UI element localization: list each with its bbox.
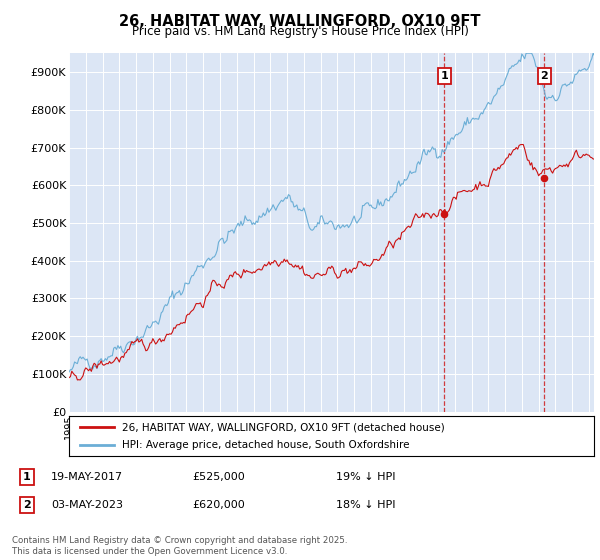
Text: 18% ↓ HPI: 18% ↓ HPI	[336, 500, 395, 510]
Text: £620,000: £620,000	[192, 500, 245, 510]
Text: 1: 1	[440, 71, 448, 81]
Text: 2: 2	[23, 500, 31, 510]
Point	[439, 209, 449, 218]
Point	[539, 173, 549, 182]
Text: £525,000: £525,000	[192, 472, 245, 482]
Text: 26, HABITAT WAY, WALLINGFORD, OX10 9FT (detached house): 26, HABITAT WAY, WALLINGFORD, OX10 9FT (…	[121, 422, 444, 432]
Text: 19-MAY-2017: 19-MAY-2017	[51, 472, 123, 482]
Text: 19% ↓ HPI: 19% ↓ HPI	[336, 472, 395, 482]
Text: 2: 2	[541, 71, 548, 81]
Text: 03-MAY-2023: 03-MAY-2023	[51, 500, 123, 510]
Text: 26, HABITAT WAY, WALLINGFORD, OX10 9FT: 26, HABITAT WAY, WALLINGFORD, OX10 9FT	[119, 14, 481, 29]
Text: 1: 1	[23, 472, 31, 482]
Text: Contains HM Land Registry data © Crown copyright and database right 2025.
This d: Contains HM Land Registry data © Crown c…	[12, 536, 347, 556]
Text: HPI: Average price, detached house, South Oxfordshire: HPI: Average price, detached house, Sout…	[121, 440, 409, 450]
Text: Price paid vs. HM Land Registry's House Price Index (HPI): Price paid vs. HM Land Registry's House …	[131, 25, 469, 38]
